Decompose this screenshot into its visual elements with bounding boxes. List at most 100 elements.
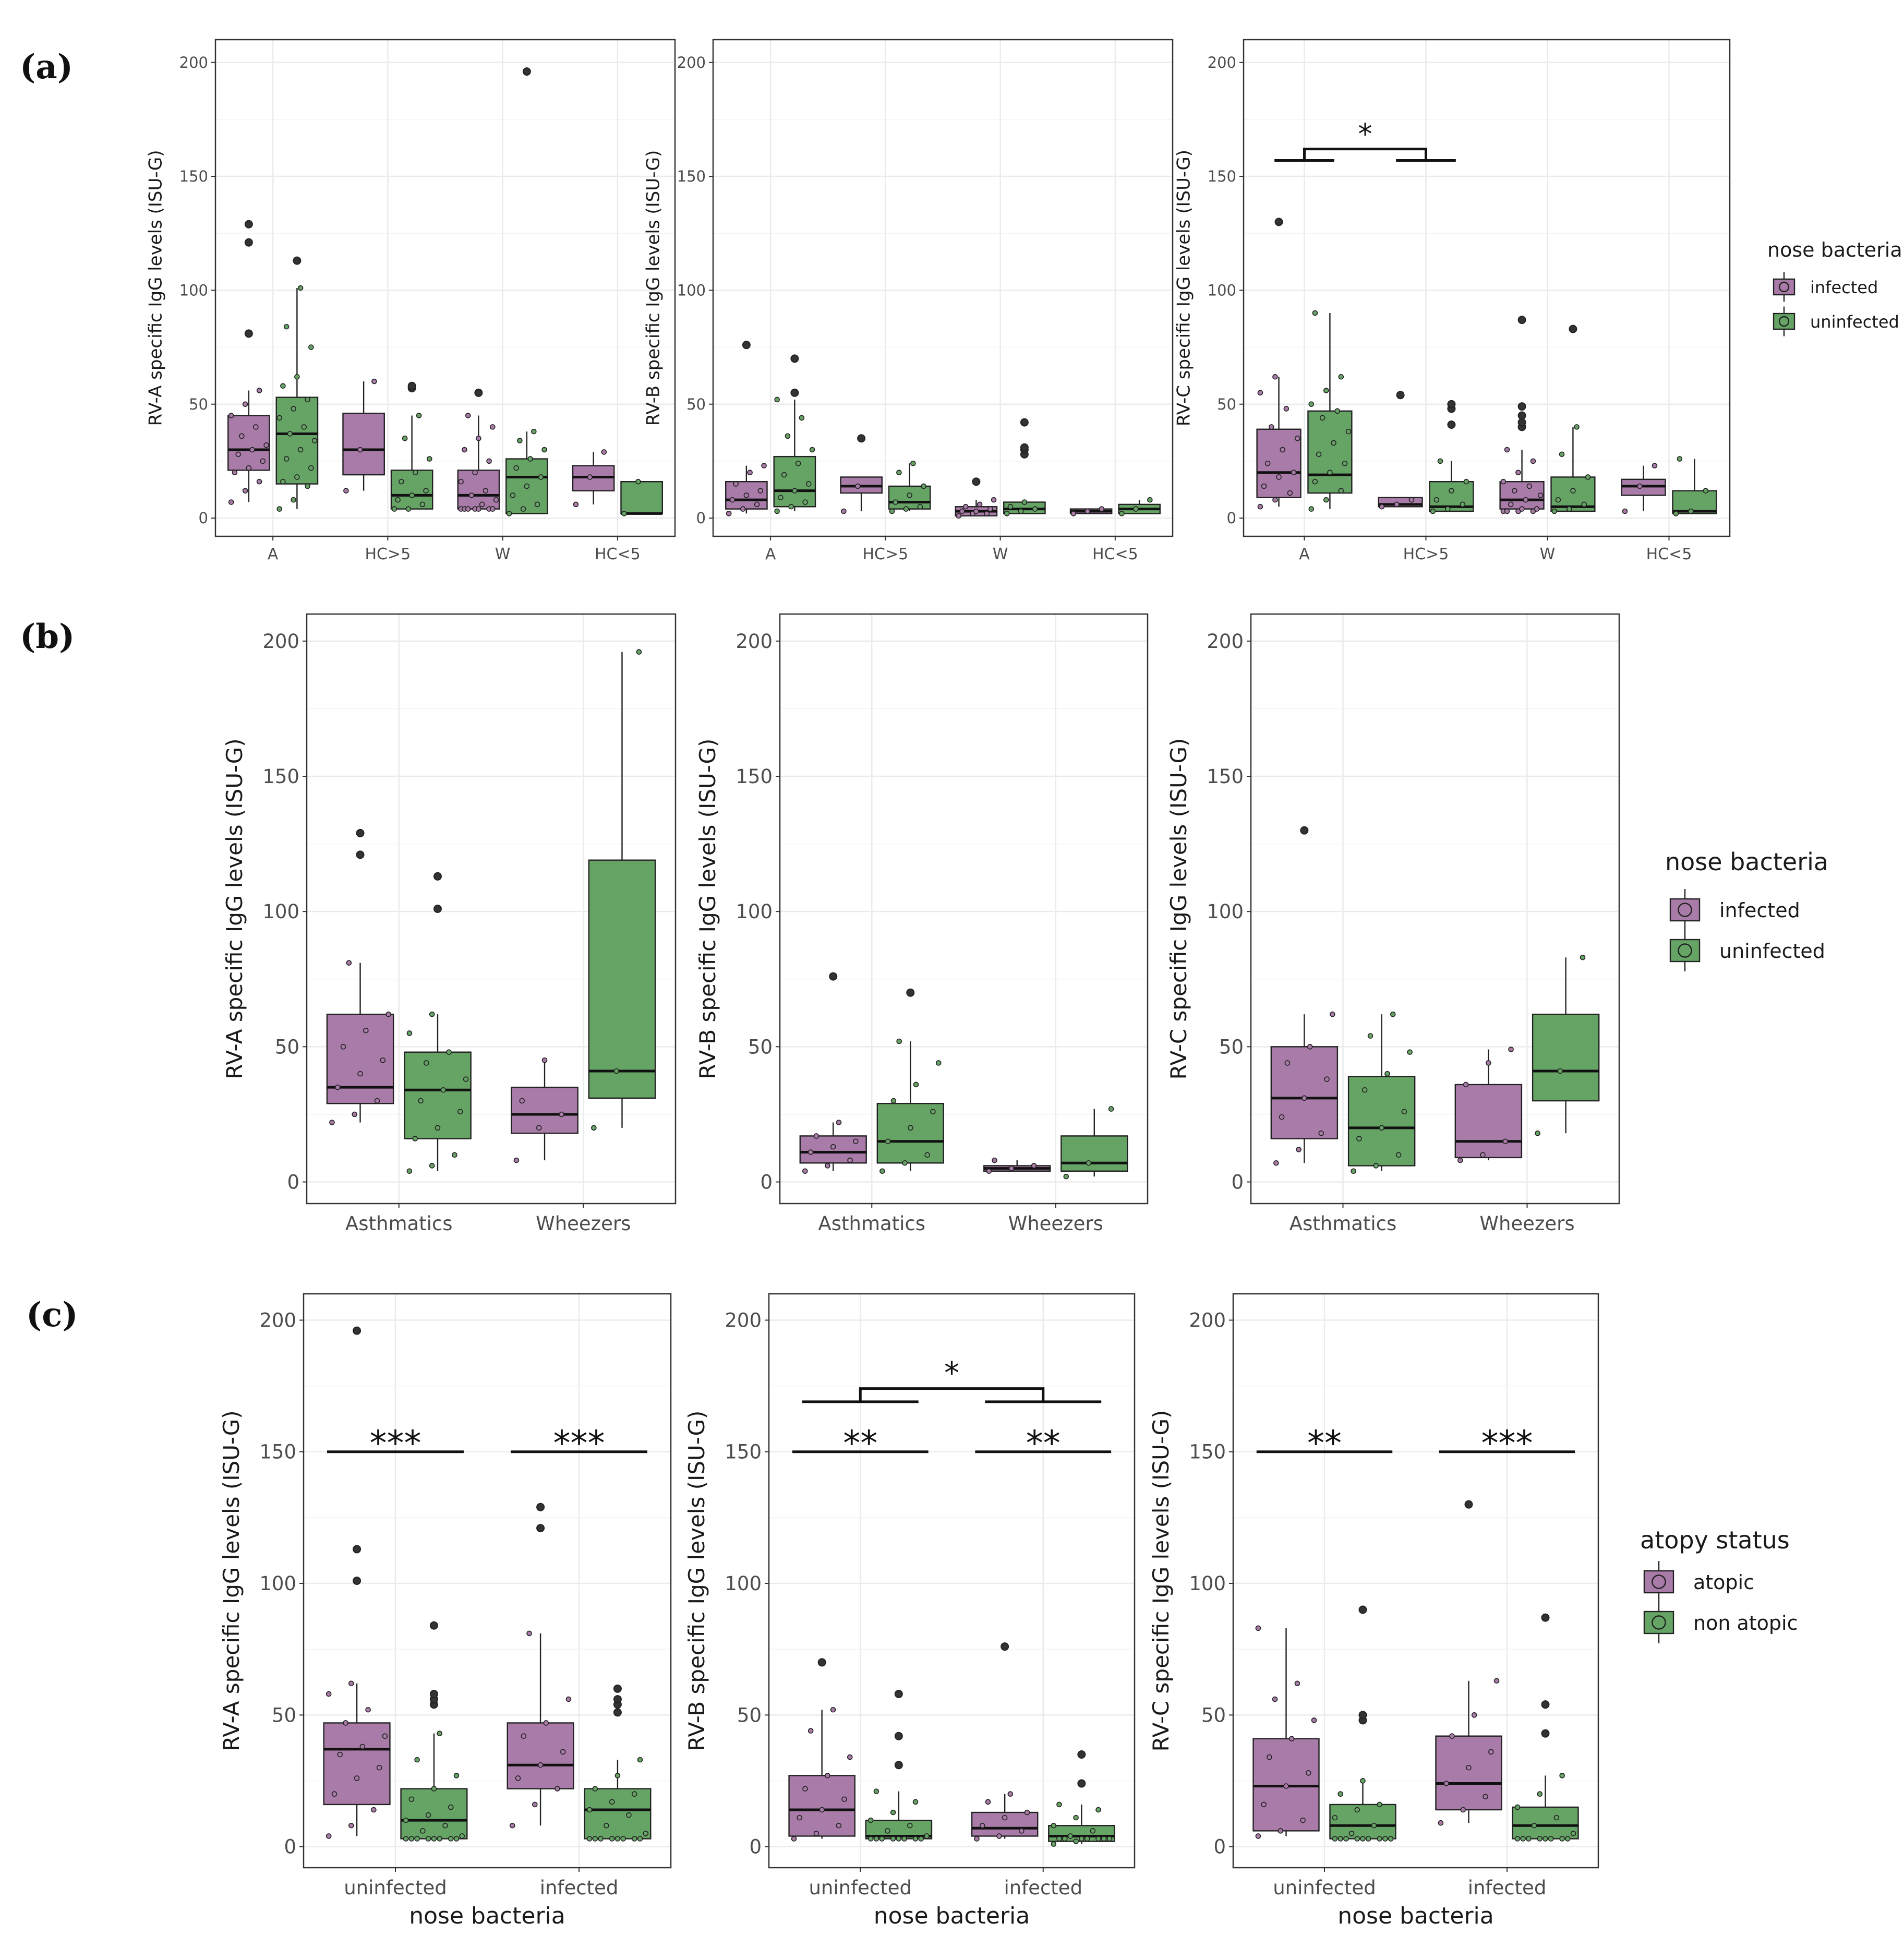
chart-panel: 0 50 100 150 200 Asthmatics Wheezers RV-B speci…	[695, 613, 1149, 1235]
data-point	[910, 460, 916, 466]
data-point	[506, 511, 512, 516]
significance-bracket: ***	[511, 1423, 647, 1463]
data-point	[819, 1807, 825, 1813]
y-tick-label: 0	[1231, 1171, 1244, 1193]
data-point	[1677, 456, 1683, 462]
outlier-point	[1300, 826, 1309, 835]
data-point	[992, 1157, 997, 1163]
data-point	[532, 1801, 538, 1808]
data-point	[813, 1831, 820, 1836]
data-point	[1307, 1044, 1313, 1050]
x-tick-label-uninfected: uninfected	[809, 1877, 912, 1899]
data-point	[788, 503, 794, 510]
data-point	[1637, 483, 1643, 489]
data-point	[412, 1136, 418, 1141]
data-point	[348, 1822, 354, 1829]
data-point	[1356, 1136, 1362, 1141]
data-point	[847, 1754, 853, 1760]
data-point	[1276, 474, 1282, 480]
x-tick-label-w: W	[495, 545, 511, 563]
data-point	[930, 1109, 936, 1115]
data-point	[1024, 1809, 1030, 1816]
outlier-point	[429, 1689, 438, 1698]
data-point	[1551, 508, 1558, 514]
box-infected-asthmatics	[326, 828, 394, 1125]
data-point	[802, 1168, 808, 1174]
data-point	[1331, 440, 1336, 446]
chart-panel: 0 50 100 150 200 Asthmatics Wheezers RV-C speci…	[1166, 613, 1620, 1235]
data-point	[1515, 470, 1521, 476]
y-axis-title: RV-C specific IgG levels (ISU-G)	[1148, 1410, 1174, 1752]
data-point	[1471, 1712, 1477, 1718]
data-point	[614, 1773, 621, 1778]
data-point	[774, 508, 780, 514]
data-point	[1073, 1838, 1079, 1844]
data-point	[448, 1804, 454, 1810]
y-tick-label: 200	[259, 1309, 296, 1331]
data-point	[1488, 1749, 1494, 1755]
y-axis-title: RV-C specific IgG levels (ISU-G)	[1174, 150, 1195, 426]
data-point	[414, 1836, 420, 1842]
data-point	[435, 1125, 441, 1131]
data-point	[1323, 497, 1329, 503]
data-point	[513, 1157, 520, 1163]
data-point	[1438, 1820, 1444, 1826]
data-point	[733, 481, 739, 487]
box-atopic-infected	[507, 1503, 574, 1829]
outlier-point	[894, 1761, 903, 1770]
y-tick-label: 150	[262, 765, 299, 788]
box-uninfected-asthmatics	[1347, 1011, 1416, 1174]
data-point	[885, 1828, 890, 1834]
data-point	[901, 1836, 907, 1842]
data-point	[591, 1125, 597, 1131]
data-point	[809, 447, 815, 453]
data-point	[921, 483, 926, 489]
data-point	[1079, 1836, 1084, 1842]
data-point	[1463, 478, 1469, 485]
box-iqr	[1256, 428, 1302, 498]
box-iqr	[1532, 1013, 1600, 1102]
y-tick-label: 50	[1219, 1036, 1244, 1058]
legend-atopy-status: atopy status atopic non atopic	[1640, 1526, 1798, 1643]
y-tick-label: 150	[179, 167, 208, 185]
data-point	[1073, 1814, 1079, 1821]
data-point	[592, 1836, 598, 1842]
box-non-atopic-uninfected	[400, 1621, 468, 1842]
data-point	[867, 1817, 874, 1823]
data-point	[1526, 1836, 1532, 1842]
data-point	[774, 396, 780, 403]
data-point	[1343, 1836, 1349, 1842]
box-infected-hc-5	[342, 378, 385, 494]
data-point	[614, 1836, 621, 1842]
data-point	[346, 960, 352, 966]
panel-border	[306, 613, 677, 1205]
y-axis-title: RV-B specific IgG levels (ISU-G)	[643, 150, 664, 426]
data-point	[1018, 508, 1024, 514]
x-tick-label-a: A	[765, 545, 776, 563]
data-point	[1543, 1836, 1548, 1842]
y-tick-label: 0	[1227, 509, 1236, 527]
data-point	[1493, 1678, 1500, 1684]
data-point	[260, 458, 266, 464]
data-point	[631, 1791, 637, 1797]
data-point	[636, 649, 642, 655]
data-point	[490, 424, 496, 430]
y-tick-label: 200	[1189, 1309, 1226, 1331]
data-point	[979, 1822, 985, 1829]
data-point	[405, 506, 412, 512]
data-point	[543, 1720, 549, 1726]
x-tick-label-hc-5: HC<5	[1092, 545, 1138, 563]
bracket-line	[859, 1387, 1045, 1402]
data-point	[841, 1796, 847, 1802]
legend-item-infected: infected	[1719, 899, 1800, 922]
chart-panel: 0 50 100 150 200 Asthmatics Wheezers RV-A speci…	[222, 613, 677, 1235]
box-iqr	[400, 1788, 468, 1840]
y-tick-label: 100	[1208, 282, 1236, 299]
data-point	[1070, 511, 1077, 516]
panel-border	[1250, 613, 1620, 1205]
data-point	[1095, 1836, 1101, 1842]
data-point	[1308, 401, 1315, 407]
data-point	[1337, 1836, 1343, 1842]
data-point	[1377, 1836, 1382, 1842]
data-point	[408, 1796, 415, 1802]
